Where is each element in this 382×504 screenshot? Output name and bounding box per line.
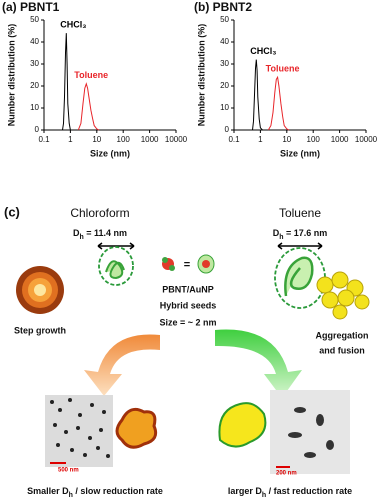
x-tick-label: 1000 [141, 135, 159, 144]
seed-icons [162, 254, 215, 274]
product-shape [115, 407, 158, 449]
seed-label: PBNT/AuNP [162, 284, 214, 294]
seed-label: Hybrid seeds [160, 300, 217, 310]
y-tick-label: 20 [220, 81, 229, 90]
chart-title: (a) PBNT1 [2, 0, 60, 14]
polymer-coil [274, 242, 326, 309]
x-axis-label: Size (nm) [90, 148, 130, 158]
polymer-coil [97, 242, 135, 286]
dh-label: Dh = 11.4 nm [73, 228, 127, 240]
scale-bar-label: 500 nm [58, 468, 79, 474]
y-tick-label: 10 [220, 103, 229, 112]
x-axis-label: Size (nm) [280, 148, 320, 158]
data-line [59, 33, 73, 131]
series-label: CHCl₃ [60, 20, 86, 30]
result-label: Smaller Dh / slow reduction rate [27, 486, 163, 498]
tem-image [45, 395, 113, 467]
series-label: Toluene [266, 64, 300, 74]
seed-label: Size = ~ 2 nm [159, 317, 216, 327]
mechanism-label: Aggregation [316, 330, 369, 340]
series-label: Toluene [74, 70, 108, 80]
tem-image [270, 390, 350, 474]
x-tick-label: 10 [92, 135, 101, 144]
chart-title: (b) PBNT2 [194, 0, 252, 14]
aggregation-icon [316, 271, 370, 320]
x-tick-label: 100 [307, 135, 321, 144]
solvent-label: Chloroform [70, 206, 129, 220]
process-arrow [84, 334, 160, 396]
y-axis-label: Number distribution (%) [6, 24, 16, 127]
y-tick-label: 40 [220, 37, 229, 46]
x-tick-label: 100 [117, 135, 131, 144]
scale-bar-label: 200 nm [276, 471, 297, 477]
x-tick-label: 0.1 [38, 135, 50, 144]
solvent-label: Toluene [279, 206, 321, 220]
data-line [249, 59, 263, 131]
step-growth-icon [16, 266, 64, 314]
data-line [77, 82, 100, 131]
panel-label: (c) [4, 204, 20, 219]
mechanism-label: Step growth [14, 325, 66, 335]
y-tick-label: 0 [35, 125, 40, 134]
x-tick-label: 0.1 [228, 135, 240, 144]
x-tick-label: 10 [282, 135, 291, 144]
x-tick-label: 1000 [331, 135, 349, 144]
y-axis-label: Number distribution (%) [196, 24, 206, 127]
y-tick-label: 30 [220, 59, 229, 68]
x-tick-label: 10000 [355, 135, 378, 144]
y-tick-label: 0 [225, 125, 230, 134]
equals-sign: = [184, 259, 190, 271]
y-tick-label: 20 [30, 81, 39, 90]
dh-label: Dh = 17.6 nm [273, 228, 328, 240]
process-arrow [215, 329, 302, 398]
panel-c: (c) Chloroform Dh = 11.4 nm Toluene Dh =… [4, 204, 370, 499]
x-tick-label: 10000 [165, 135, 188, 144]
y-tick-label: 40 [30, 37, 39, 46]
y-tick-label: 30 [30, 59, 39, 68]
mechanism-label: and fusion [319, 345, 365, 355]
x-tick-label: 1 [258, 135, 263, 144]
series-label: CHCl₃ [250, 46, 276, 56]
y-tick-label: 50 [30, 15, 39, 24]
y-tick-label: 10 [30, 103, 39, 112]
data-line [267, 75, 290, 131]
result-label: larger Dh / fast reduction rate [228, 486, 352, 498]
y-tick-label: 50 [220, 15, 229, 24]
x-tick-label: 1 [68, 135, 73, 144]
product-shape [218, 402, 267, 448]
